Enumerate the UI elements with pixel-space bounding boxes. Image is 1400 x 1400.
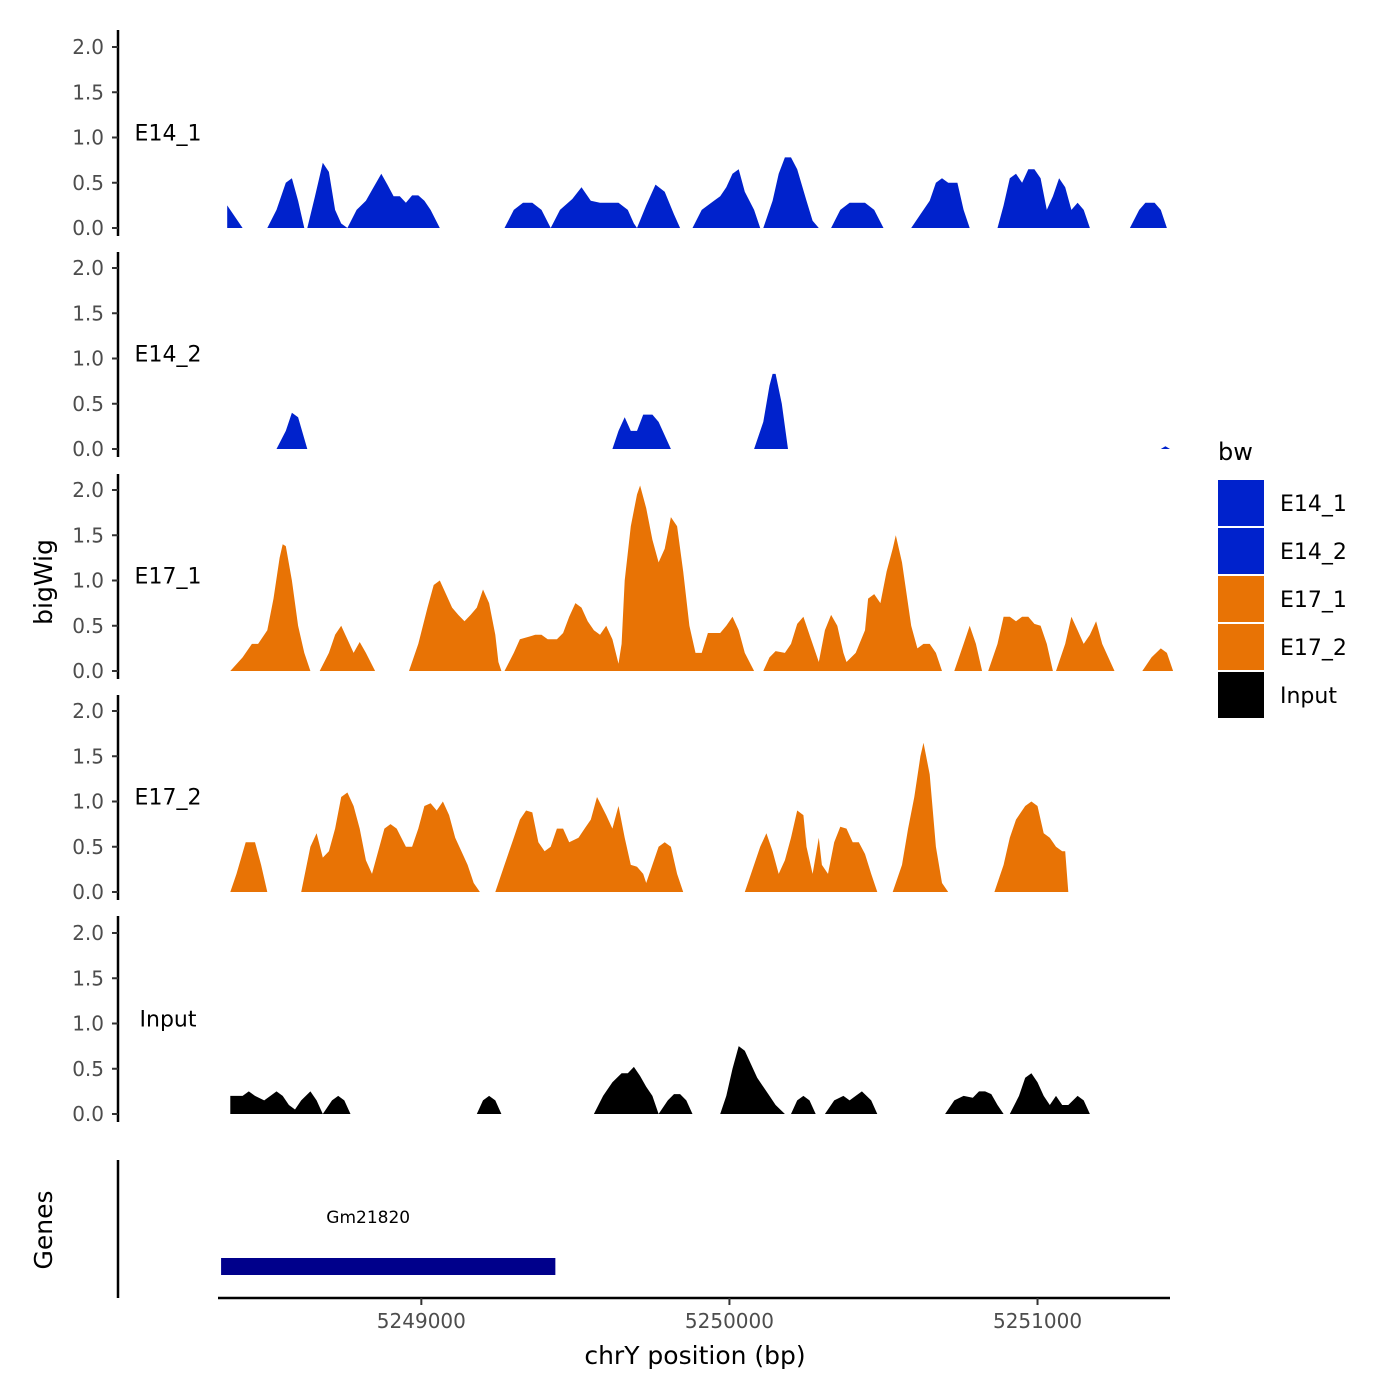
y-tick-label: 0.5 bbox=[72, 1057, 104, 1081]
y-tick-label: 1.0 bbox=[72, 347, 104, 371]
gene-track-panel: Gm21820 bbox=[116, 1160, 556, 1298]
panel-label: E14_1 bbox=[135, 122, 202, 147]
panel-E17_2: 0.0 0.5 1.0 1.5 2.0 E17_2 bbox=[72, 695, 1069, 904]
legend-swatch-E17_2 bbox=[1218, 624, 1264, 670]
y-tick-label: 1.5 bbox=[72, 301, 104, 325]
y-tick-label: 0.0 bbox=[72, 659, 104, 683]
y-tick-label: 1.5 bbox=[72, 80, 104, 104]
signal-area-E17_2 bbox=[230, 742, 1069, 892]
legend-swatch-E14_1 bbox=[1218, 480, 1264, 526]
y-tick-label: 1.0 bbox=[72, 569, 104, 593]
legend-label: E17_1 bbox=[1280, 588, 1347, 613]
x-tick-label: 5251000 bbox=[993, 1309, 1082, 1333]
y-tick-label: 0.5 bbox=[72, 835, 104, 859]
y-tick-label: 0.5 bbox=[72, 614, 104, 638]
x-tick-label: 5250000 bbox=[685, 1309, 774, 1333]
signal-panels: 0.0 0.5 1.0 1.5 2.0 E14_1 0.0 0.5 1.0 1.5 2.0 E14_2… bbox=[72, 30, 1174, 1126]
y-tick-label: 1.0 bbox=[72, 126, 104, 150]
y-tick-label: 2.0 bbox=[72, 921, 104, 945]
panel-E17_1: 0.0 0.5 1.0 1.5 2.0 E17_1 bbox=[72, 474, 1174, 683]
legend-label: E14_1 bbox=[1280, 492, 1347, 517]
genes-axis-title: Genes bbox=[29, 1190, 58, 1269]
panel-label: E17_1 bbox=[135, 565, 202, 590]
signal-area-E14_2 bbox=[276, 373, 1170, 449]
panel-label: E17_2 bbox=[135, 786, 202, 811]
y-tick-label: 1.0 bbox=[72, 1012, 104, 1036]
y-tick-label: 2.0 bbox=[72, 256, 104, 280]
y-tick-label: 1.5 bbox=[72, 523, 104, 547]
legend-title: bw bbox=[1218, 438, 1253, 466]
y-tick-label: 2.0 bbox=[72, 699, 104, 723]
panel-E14_2: 0.0 0.5 1.0 1.5 2.0 E14_2 bbox=[72, 252, 1170, 461]
signal-area-E14_1 bbox=[227, 157, 1167, 228]
x-axis-title: chrY position (bp) bbox=[584, 1341, 805, 1370]
y-tick-label: 2.0 bbox=[72, 35, 104, 59]
x-tick-label: 5249000 bbox=[377, 1309, 466, 1333]
y-tick-label: 1.5 bbox=[72, 966, 104, 990]
gene-label: Gm21820 bbox=[326, 1208, 410, 1228]
x-axis: 5249000 5250000 5251000 bbox=[218, 1296, 1170, 1333]
y-axis-title: bigWig bbox=[29, 539, 58, 625]
legend-swatch-E17_1 bbox=[1218, 576, 1264, 622]
panel-label: E14_2 bbox=[135, 343, 202, 368]
y-tick-label: 0.5 bbox=[72, 392, 104, 416]
legend-label: E17_2 bbox=[1280, 636, 1347, 661]
y-tick-label: 1.5 bbox=[72, 744, 104, 768]
panel-label: Input bbox=[140, 1008, 197, 1033]
legend-swatch-Input bbox=[1218, 672, 1264, 718]
panel-Input: 0.0 0.5 1.0 1.5 2.0 Input bbox=[72, 916, 1090, 1126]
y-tick-label: 0.0 bbox=[72, 1102, 104, 1126]
legend-label: E14_2 bbox=[1280, 540, 1347, 565]
legend-label: Input bbox=[1280, 684, 1337, 709]
y-tick-label: 0.0 bbox=[72, 437, 104, 461]
signal-area-E17_1 bbox=[230, 485, 1174, 671]
y-tick-label: 0.0 bbox=[72, 880, 104, 904]
legend: bw E14_1 E14_2 E17_1 E17_2 Input bbox=[1218, 438, 1347, 718]
y-tick-label: 0.5 bbox=[72, 171, 104, 195]
gene-body bbox=[221, 1258, 556, 1275]
y-tick-label: 1.0 bbox=[72, 790, 104, 814]
legend-swatch-E14_2 bbox=[1218, 528, 1264, 574]
y-tick-label: 2.0 bbox=[72, 478, 104, 502]
y-tick-label: 0.0 bbox=[72, 216, 104, 240]
signal-area-Input bbox=[230, 1046, 1090, 1114]
panel-E14_1: 0.0 0.5 1.0 1.5 2.0 E14_1 bbox=[72, 30, 1167, 240]
